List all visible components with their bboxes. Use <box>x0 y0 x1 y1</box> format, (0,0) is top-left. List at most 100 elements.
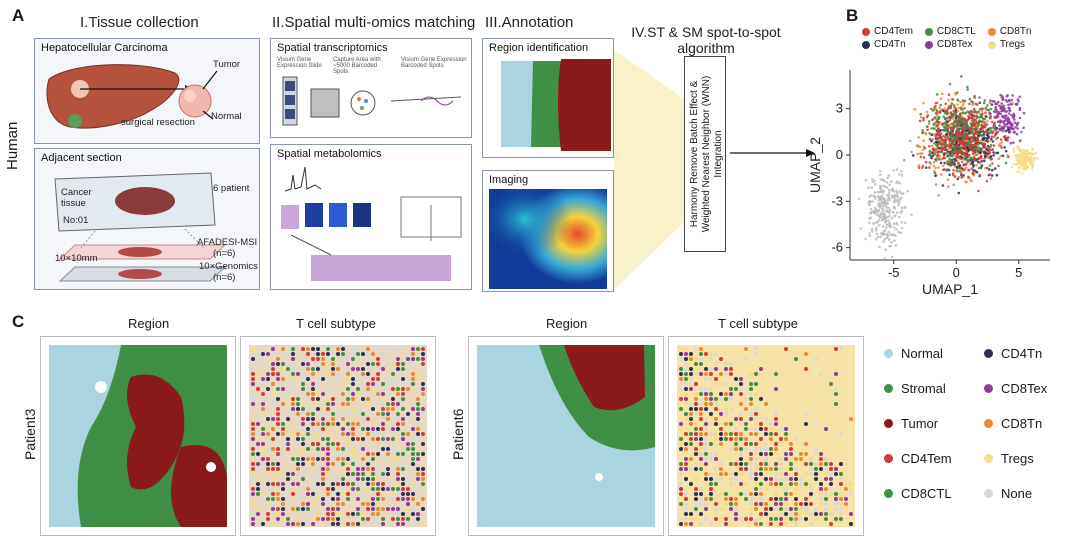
subtype-spot <box>794 522 798 526</box>
subtype-spot <box>256 422 260 426</box>
subtype-spot <box>361 412 365 416</box>
subtype-spot <box>684 467 688 471</box>
umap-point-cd4tem <box>956 138 960 142</box>
umap-point-cd4tem <box>925 115 929 119</box>
subtype-spot <box>296 472 300 476</box>
umap-point-cd8tn <box>957 175 961 179</box>
umap-point-cd8ctl <box>919 112 922 116</box>
subtype-spot <box>416 452 420 456</box>
subtype-spot <box>814 507 818 511</box>
subtype-spot <box>311 417 315 421</box>
subtype-spot <box>724 517 728 521</box>
subtype-spot <box>251 372 255 376</box>
umap-point-cd8ctl <box>983 117 987 121</box>
subtype-spot <box>804 507 808 511</box>
subtype-spot <box>261 492 265 496</box>
umap-point-cd4tn <box>911 154 915 157</box>
subtype-spot <box>251 452 255 456</box>
subtype-spot <box>371 362 375 366</box>
subtype-spot <box>734 462 738 466</box>
subtype-spot <box>401 357 405 361</box>
subtype-spot <box>819 497 823 501</box>
umap-point-cd8tex <box>1013 130 1016 134</box>
subtype-spot <box>336 497 340 501</box>
subtype-spot <box>316 487 320 491</box>
subtype-spot <box>794 437 798 441</box>
subtype-spot <box>679 437 683 441</box>
umap-point-cd8tex <box>1001 95 1004 98</box>
umap-point-cd4tem <box>934 104 937 108</box>
umap-point-cd4tem <box>991 162 994 165</box>
subtype-spot <box>684 512 688 516</box>
subtype-spot <box>336 482 340 486</box>
subtype-spot <box>286 417 290 421</box>
subtype-spot <box>266 517 270 521</box>
subtype-spot <box>331 447 335 451</box>
subtype-spot <box>396 512 400 516</box>
subtype-spot <box>694 412 698 416</box>
umap-point-cd8tn <box>938 106 941 109</box>
subtype-spot <box>411 407 415 411</box>
subtype-spot <box>251 402 255 406</box>
umap-point-none <box>875 213 879 217</box>
subtype-spot <box>376 362 380 366</box>
subtype-spot <box>326 417 330 421</box>
p6-subtype-tile <box>668 336 864 536</box>
subtype-spot <box>769 447 773 451</box>
subtype-spot <box>406 477 410 481</box>
subtype-spot <box>749 507 753 511</box>
subtype-spot <box>341 352 345 356</box>
subtype-spot <box>814 467 818 471</box>
subtype-spot <box>336 522 340 526</box>
subtype-spot <box>401 487 405 491</box>
x-tick-label: 0 <box>953 265 960 280</box>
hcc-box: Hepatocellular Carcinoma Tumor Normal su… <box>34 38 260 144</box>
umap-point-cd4tem <box>937 137 941 140</box>
umap-point-cd4tem <box>970 140 973 144</box>
sm-he-stain <box>281 205 299 229</box>
subtype-spot <box>361 447 365 451</box>
umap-point-cd4tn <box>948 150 952 154</box>
umap-point-cd4tem <box>957 161 960 165</box>
subtype-spot <box>346 457 350 461</box>
algorithm-arrow <box>730 149 815 157</box>
subtype-spot <box>754 442 758 446</box>
legend-label: Tregs <box>1001 451 1034 466</box>
subtype-spot <box>684 457 688 461</box>
subtype-spot <box>704 507 708 511</box>
patient3-label: Patient3 <box>22 409 38 460</box>
subtype-spot <box>386 417 390 421</box>
subtype-spot <box>809 467 813 471</box>
subtype-spot <box>386 437 390 441</box>
subtype-spot <box>829 467 833 471</box>
subtype-spot <box>341 402 345 406</box>
subtype-spot <box>351 397 355 401</box>
subtype-spot <box>749 502 753 506</box>
subtype-spot <box>734 377 738 381</box>
subtype-spot <box>699 447 703 451</box>
legend-dot <box>984 349 993 358</box>
legend-dot <box>924 27 933 36</box>
umap-point-none <box>895 189 899 193</box>
subtype-spot <box>301 392 305 396</box>
umap-point-cd8ctl <box>982 121 986 124</box>
subtype-spot <box>276 357 280 361</box>
subtype-spot <box>391 372 395 376</box>
umap-point-cd8tex <box>1002 106 1005 109</box>
umap-point-cd4tem <box>938 140 942 143</box>
umap-point-cd8ctl <box>921 131 925 134</box>
region-id-map <box>501 59 611 151</box>
subtype-spot <box>779 497 783 501</box>
umap-point-cd4tem <box>942 156 946 159</box>
subtype-spot <box>266 377 270 381</box>
subtype-spot <box>819 372 823 376</box>
umap-point-none <box>890 216 894 220</box>
umap-point-none <box>899 211 903 214</box>
tumor-label: Tumor <box>213 59 241 70</box>
subtype-spot <box>411 507 415 511</box>
umap-point-cd4tem <box>941 123 944 126</box>
subtype-spot <box>281 452 285 456</box>
subtype-spot <box>749 402 753 406</box>
subtype-spot <box>301 457 305 461</box>
subtype-spot <box>754 427 758 431</box>
